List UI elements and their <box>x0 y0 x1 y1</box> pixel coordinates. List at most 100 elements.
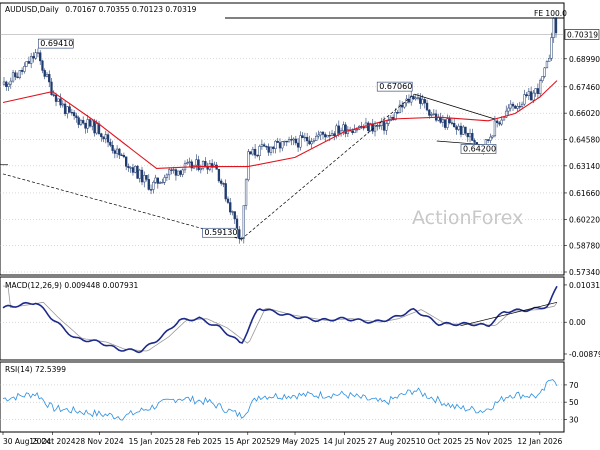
triangle-upper-line <box>414 93 495 120</box>
candle-body <box>34 52 37 59</box>
candle-body <box>43 70 46 77</box>
rsi-tick-label: 70 <box>569 381 579 390</box>
price-tick-label: 0.60220 <box>569 215 600 224</box>
candle-body <box>441 119 445 123</box>
x-tick-label: 25 Nov 2025 <box>464 437 512 446</box>
candle-body <box>163 177 166 183</box>
candle-body <box>500 119 503 125</box>
candle-body <box>464 126 467 134</box>
trendline-dashed-low <box>2 173 242 240</box>
candle-body <box>527 91 531 97</box>
candle-body <box>140 169 144 183</box>
candle-body <box>41 60 44 71</box>
candle-body <box>541 76 544 81</box>
candle-body <box>342 124 345 132</box>
macd-panel-frame <box>0 276 565 361</box>
candle-body <box>373 125 377 132</box>
candle-body <box>534 88 537 94</box>
candle-body <box>66 106 69 114</box>
candle-body <box>222 183 225 185</box>
candle-body <box>181 169 184 175</box>
candle-body <box>299 135 302 148</box>
candle-body <box>102 136 105 140</box>
candle-body <box>507 107 510 112</box>
macd-tick-label: -0.008797 <box>569 350 600 359</box>
candle-body <box>385 123 388 131</box>
candle-body <box>75 115 78 118</box>
candle-body <box>127 166 130 168</box>
candle-body <box>188 161 191 163</box>
x-tick-label: 28 Feb 2025 <box>175 437 222 446</box>
candle-body <box>156 177 159 184</box>
candle-body <box>398 104 402 114</box>
candle-body <box>305 136 309 142</box>
candle-body <box>18 70 21 78</box>
candle-body <box>215 164 218 170</box>
candle-body <box>278 142 282 149</box>
candle-body <box>446 118 449 128</box>
candle-body <box>493 120 497 137</box>
candle-body <box>520 103 524 107</box>
candle-body <box>152 181 155 190</box>
candle-body <box>88 119 92 127</box>
candle-body <box>333 133 336 136</box>
candle-body <box>405 98 408 104</box>
candle-body <box>292 138 295 141</box>
rsi-tick-label: 30 <box>569 415 579 424</box>
candle-body <box>529 91 533 101</box>
candle-body <box>61 103 64 106</box>
candle-body <box>138 169 141 179</box>
candle-body <box>496 120 499 124</box>
candle-body <box>421 99 424 104</box>
candle-body <box>5 81 8 87</box>
candle-body <box>491 135 494 138</box>
x-tick-label: 14 Jul 2025 <box>323 437 366 446</box>
candle-body <box>165 174 169 178</box>
candle-body <box>532 92 535 101</box>
ema-line <box>2 80 558 169</box>
candle-body <box>77 117 80 125</box>
candle-body <box>113 150 117 154</box>
candle-body <box>294 138 297 144</box>
rsi-line <box>2 379 558 421</box>
candle-body <box>509 103 512 109</box>
candle-body <box>145 175 148 180</box>
candle-body <box>109 141 112 146</box>
price-tick-label: 0.64580 <box>569 136 600 145</box>
candle-body <box>468 133 472 138</box>
candle-body <box>136 165 139 179</box>
candle-body <box>516 106 519 109</box>
candle-body <box>545 61 549 69</box>
candle-body <box>308 140 311 145</box>
candle-body <box>11 72 15 82</box>
candle-body <box>412 95 415 100</box>
candle-body <box>419 97 422 104</box>
swing-label-box <box>376 81 413 92</box>
swing-label-box <box>37 38 74 49</box>
candle-body <box>52 94 55 96</box>
candle-body <box>32 56 35 59</box>
candle-body <box>283 140 286 143</box>
candle-body <box>122 155 126 158</box>
swing-label: 0.67060 <box>379 82 412 91</box>
candle-body <box>158 182 162 184</box>
candle-body <box>86 119 89 129</box>
candle-body <box>410 95 413 103</box>
candle-body <box>269 146 273 153</box>
rsi-tick-label: 50 <box>569 398 579 407</box>
candle-body <box>134 165 137 173</box>
candle-body <box>290 139 293 141</box>
rsi-layer <box>2 379 558 421</box>
price-tick-label: 0.66020 <box>569 109 600 118</box>
candle-body <box>82 120 85 124</box>
candle-body <box>195 159 198 166</box>
candle-body <box>210 163 214 168</box>
candle-body <box>337 125 340 134</box>
candle-body <box>45 74 49 77</box>
last-price-label: 0.70319 <box>567 30 598 39</box>
candle-body <box>285 140 288 143</box>
candle-body <box>498 122 501 125</box>
candle-body <box>407 98 411 103</box>
candle-body <box>455 126 458 130</box>
